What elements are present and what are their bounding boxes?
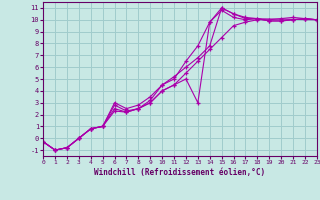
X-axis label: Windchill (Refroidissement éolien,°C): Windchill (Refroidissement éolien,°C) xyxy=(94,168,266,177)
